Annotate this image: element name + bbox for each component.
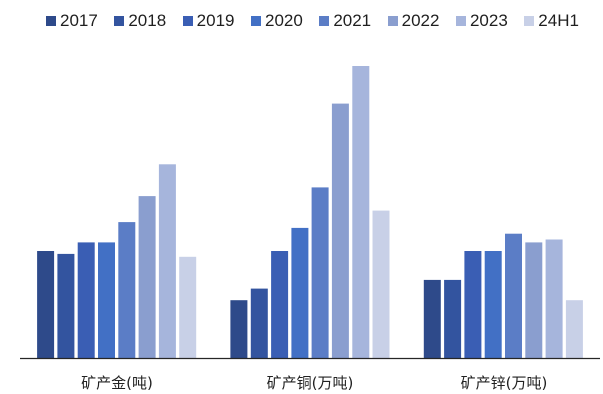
legend-label: 2023 <box>469 11 508 30</box>
legend-label: 2017 <box>60 11 98 30</box>
bar-mined-gold-2020 <box>98 242 115 358</box>
legend-item-2023: 2023 <box>455 11 508 31</box>
bar-mined-gold-24h1 <box>179 256 197 358</box>
bar-mined-copper-24h1 <box>372 210 390 358</box>
legend: 2017 2018 2019 2020 2021 2022 2023 24H1 <box>46 11 579 31</box>
legend-swatch <box>182 16 193 26</box>
bar-mined-zinc-2022 <box>525 242 543 358</box>
legend-item-2020: 2020 <box>250 11 303 31</box>
bar-mined-zinc-2018 <box>444 279 462 358</box>
bar-mined-zinc-2023 <box>545 239 563 358</box>
bar-mined-gold-2022 <box>138 196 156 358</box>
bar-mined-gold-2019 <box>77 242 95 358</box>
bar-mined-gold-2017 <box>37 251 55 358</box>
legend-item-2018: 2018 <box>114 11 166 31</box>
legend-label: 2018 <box>128 11 167 30</box>
bar-mined-copper-2023 <box>352 66 370 358</box>
bar-mined-copper-2017 <box>230 300 248 358</box>
legend-swatch <box>455 16 466 26</box>
legend-swatch <box>250 16 261 26</box>
bar-mined-gold-2018 <box>57 253 75 358</box>
bar-mined-zinc-2020 <box>484 251 502 358</box>
bar-mined-gold-2021 <box>118 222 136 358</box>
category-label-mined-zinc: 矿产锌(万吨) <box>461 374 548 392</box>
bars-layer <box>37 66 583 358</box>
legend-label: 24H1 <box>538 11 579 30</box>
category-label-mined-copper: 矿产铜(万吨) <box>267 374 354 392</box>
legend-label: 2019 <box>196 11 235 30</box>
legend-label: 2021 <box>333 11 372 30</box>
legend-swatch <box>114 16 125 26</box>
legend-swatch <box>387 16 398 26</box>
bar-mined-zinc-2017 <box>423 279 441 358</box>
legend-item-2019: 2019 <box>182 11 235 31</box>
bar-mined-copper-2021 <box>311 187 329 358</box>
bar-mined-zinc-2019 <box>464 251 482 358</box>
legend-swatch <box>524 16 535 26</box>
legend-item-2022: 2022 <box>387 11 440 31</box>
legend-swatch <box>319 16 330 26</box>
legend-item-2021: 2021 <box>319 11 371 31</box>
legend-item-24h1: 24H1 <box>524 11 579 31</box>
category-label-mined-gold: 矿产金(吨) <box>81 374 153 392</box>
legend-label: 2020 <box>264 11 303 30</box>
bar-mined-gold-2023 <box>158 164 176 358</box>
legend-item-2017: 2017 <box>46 11 98 31</box>
bar-mined-copper-2018 <box>250 288 268 358</box>
bar-mined-zinc-24h1 <box>565 300 583 358</box>
bar-mined-copper-2020 <box>291 227 309 358</box>
bar-mined-copper-2019 <box>271 251 289 358</box>
bar-mined-zinc-2021 <box>505 233 522 358</box>
bar-mined-copper-2022 <box>331 103 349 358</box>
legend-label: 2022 <box>401 11 440 30</box>
legend-swatch <box>46 16 56 26</box>
